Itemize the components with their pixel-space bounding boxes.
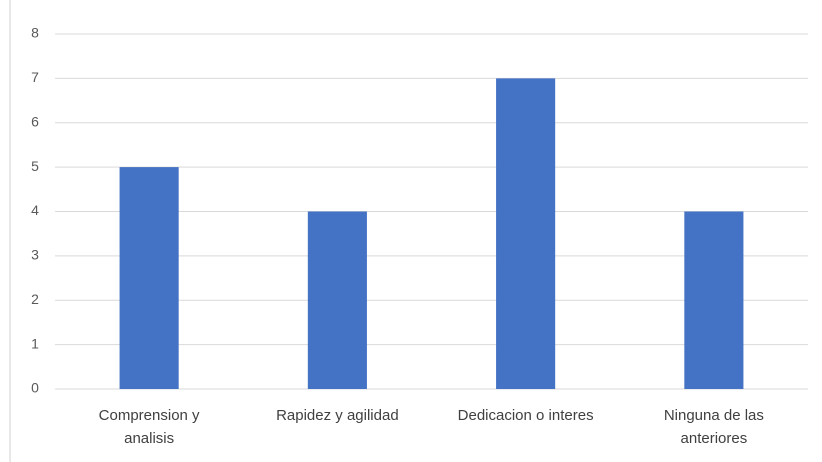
y-tick-label: 2 xyxy=(31,291,39,307)
bar xyxy=(496,78,556,389)
bar xyxy=(307,211,367,389)
y-tick-label: 8 xyxy=(31,25,39,41)
y-tick-label: 4 xyxy=(31,202,39,218)
x-tick-label: Ninguna de las anteriores xyxy=(663,407,764,447)
y-tick-label: 6 xyxy=(31,113,39,129)
bar xyxy=(119,167,179,389)
y-tick-label: 3 xyxy=(31,247,39,263)
x-tick-label: Comprension y analisis xyxy=(98,407,200,447)
y-tick-label: 1 xyxy=(31,335,39,351)
x-tick-label: Dedicacion o interes xyxy=(457,407,594,424)
y-tick-label: 0 xyxy=(31,380,39,396)
x-tick-label: Rapidez y agilidad xyxy=(276,407,399,424)
bar xyxy=(684,211,744,389)
y-tick-label: 7 xyxy=(31,69,39,85)
y-tick-label: 5 xyxy=(31,158,39,174)
